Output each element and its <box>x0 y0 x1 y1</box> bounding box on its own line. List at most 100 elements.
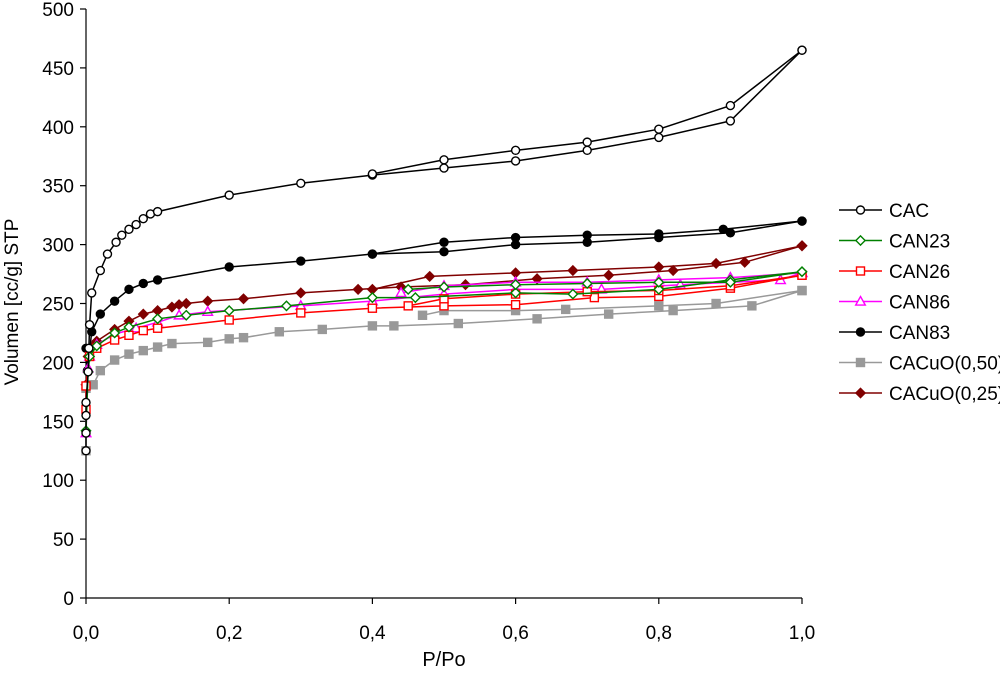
x-tick-label: 0,0 <box>73 623 99 644</box>
data-point <box>224 334 234 344</box>
legend-item: CACuO(0,50) <box>839 354 1000 375</box>
data-point <box>95 365 106 376</box>
data-point <box>739 256 751 268</box>
series-can83 <box>81 216 807 376</box>
data-point <box>582 230 592 240</box>
data-point <box>102 249 113 259</box>
data-point <box>667 264 679 277</box>
x-tick-label: 0,2 <box>216 623 242 644</box>
data-point <box>367 249 378 259</box>
data-point <box>224 262 234 272</box>
series-cacuo-0-25- <box>80 240 808 391</box>
data-point <box>124 349 134 359</box>
data-point <box>710 257 722 270</box>
data-point <box>81 428 91 438</box>
data-point <box>510 299 521 310</box>
data-point <box>439 163 449 173</box>
data-point <box>725 228 736 238</box>
data-point <box>180 297 192 310</box>
legend-label: CAC <box>889 201 929 222</box>
data-point <box>138 213 148 224</box>
data-point <box>668 305 678 316</box>
data-point <box>138 345 148 356</box>
legend-marker <box>854 387 867 399</box>
legend: CAC CAN23 CAN26 CAN86 CAN83 CACuO(0,50) CACuO(… <box>839 201 1000 405</box>
data-point <box>152 275 163 285</box>
data-point <box>417 310 428 320</box>
axes: 0 50 100 150 200 250 300 350 400 450 500 0,0 0,2 0,4 0… <box>42 0 815 644</box>
data-point <box>797 45 807 55</box>
data-point <box>796 266 808 278</box>
data-point <box>439 246 449 257</box>
series-cacuo-0-50- <box>81 285 807 456</box>
data-point <box>582 137 592 147</box>
y-tick-label: 0 <box>63 589 74 610</box>
legend-label: CAN86 <box>889 293 950 314</box>
data-point <box>295 287 307 299</box>
data-point <box>747 301 757 311</box>
data-point <box>653 283 665 295</box>
data-point <box>81 446 91 456</box>
legend-label: CACuO(0,50) <box>889 354 1000 375</box>
data-point <box>274 327 285 337</box>
x-tick-label: 0,8 <box>646 623 672 644</box>
data-point <box>654 301 664 311</box>
data-point <box>167 338 177 349</box>
legend-marker <box>854 234 867 247</box>
data-point <box>111 237 121 247</box>
data-point <box>532 314 542 324</box>
legend-label: CAN23 <box>889 232 950 253</box>
data-point <box>510 232 521 243</box>
data-point <box>152 206 163 217</box>
y-tick-label: 100 <box>42 471 74 492</box>
data-point <box>531 273 543 285</box>
data-point <box>581 277 593 290</box>
y-tick-label: 150 <box>42 412 74 433</box>
data-point <box>109 355 120 365</box>
data-point <box>367 303 378 313</box>
legend-item: CAN23 <box>839 232 950 253</box>
legend-label: CACuO(0,25) <box>889 384 1000 405</box>
series-cac <box>81 45 807 456</box>
data-point <box>81 410 91 421</box>
data-point <box>95 309 106 319</box>
data-point <box>439 294 449 304</box>
x-tick-label: 1,0 <box>789 623 815 644</box>
data-point <box>124 284 134 295</box>
y-tick-label: 400 <box>42 118 74 139</box>
data-point <box>296 178 306 189</box>
data-point <box>403 301 413 311</box>
data-point <box>797 285 807 296</box>
series-can23 <box>80 266 808 437</box>
series-line-adsorption <box>85 289 803 451</box>
data-point <box>81 397 91 408</box>
legend-item: CAN86 <box>839 293 950 314</box>
data-point <box>131 219 141 230</box>
data-point <box>797 216 807 226</box>
legend-item: CAN83 <box>839 323 950 344</box>
data-point <box>796 240 808 252</box>
legend-item: CAC <box>839 201 929 222</box>
legend-marker <box>854 295 867 306</box>
data-point <box>352 283 364 295</box>
legend-marker <box>855 266 866 276</box>
data-point <box>567 288 579 300</box>
data-point <box>439 237 449 247</box>
data-point <box>510 145 521 156</box>
data-point <box>123 321 135 333</box>
data-point <box>582 145 592 156</box>
data-point <box>711 298 721 309</box>
data-point <box>367 321 378 331</box>
data-point <box>81 381 91 391</box>
data-point <box>224 315 234 325</box>
data-point <box>389 321 399 331</box>
data-point <box>152 313 164 325</box>
y-tick-label: 500 <box>42 0 74 21</box>
data-point <box>561 304 571 315</box>
y-axis-label: Volumen [cc/g] STP <box>2 219 23 386</box>
data-point <box>366 292 378 304</box>
data-point <box>725 100 736 111</box>
y-tick-label: 300 <box>42 236 74 257</box>
data-point <box>84 320 95 330</box>
